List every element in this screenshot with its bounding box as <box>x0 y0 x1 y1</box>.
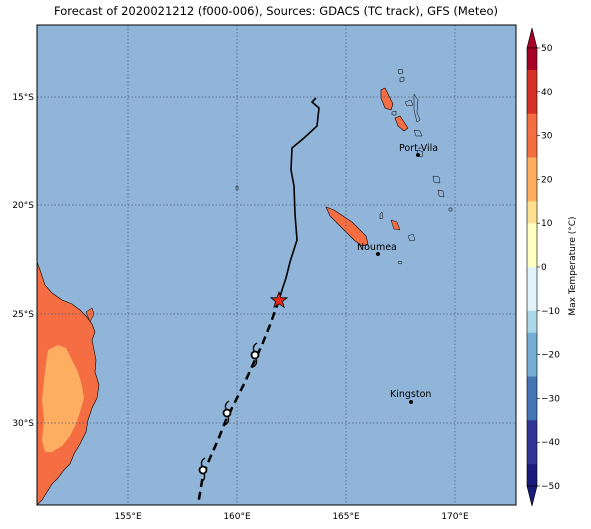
colorbar-band <box>527 332 537 355</box>
colorbar-band <box>527 113 537 136</box>
australia-land <box>36 261 100 506</box>
lon-tick-label: 170°E <box>441 512 469 522</box>
colorbar-tick-label: −50 <box>541 482 560 492</box>
kingston-marker <box>409 400 413 404</box>
map-title: Forecast of 2020021212 (f000-006), Sourc… <box>54 4 498 18</box>
forecast-track-line <box>196 299 281 506</box>
place-label-noumea: Noumea <box>357 242 397 253</box>
colorbar-tick-label: 30 <box>541 132 553 142</box>
colorbar-band <box>527 179 537 202</box>
colorbar-tick-label: 10 <box>541 219 553 229</box>
colorbar-band <box>527 354 537 377</box>
colorbar-tick-label: 20 <box>541 175 553 185</box>
colorbar-band <box>527 135 537 158</box>
colorbar-band <box>527 69 537 93</box>
lat-tick-label: 30°S <box>12 419 34 429</box>
colorbar-band <box>527 48 537 71</box>
colorbar-band <box>527 442 537 465</box>
colorbar-tick-label: −10 <box>541 307 560 317</box>
lon-tick-label: 165°E <box>332 512 360 522</box>
colorbar-tick-label: −20 <box>541 351 560 361</box>
grid-lines <box>37 25 516 505</box>
colorbar-band <box>527 398 537 421</box>
colorbar-extend-bottom <box>526 485 538 507</box>
temperature-colorbar: 50 40 30 20 10 0 −10 −20 −30 −40 −50 <box>526 27 560 507</box>
colorbar-band <box>527 464 537 487</box>
colorbar-band <box>527 223 537 246</box>
colorbar-band <box>527 420 537 443</box>
new-caledonia-land <box>325 206 416 265</box>
ocean-area <box>37 25 516 505</box>
colorbar-tick-label: 40 <box>541 88 553 98</box>
place-label-kingston: Kingston <box>390 389 431 400</box>
colorbar-band <box>527 288 537 312</box>
colorbar-band <box>527 267 537 290</box>
colorbar-tick-label: −30 <box>541 394 560 404</box>
colorbar-band <box>527 201 537 224</box>
colorbar-tick-label: 50 <box>541 44 553 54</box>
colorbar-band <box>527 245 537 268</box>
colorbar-band <box>527 91 537 114</box>
place-label-port-vila: Port-Vila <box>399 143 438 154</box>
cyclone-symbol <box>250 342 260 368</box>
lat-tick-label: 15°S <box>12 93 34 103</box>
colorbar-extend-top <box>526 27 538 49</box>
cyclone-symbol <box>198 457 208 483</box>
lon-tick-label: 155°E <box>114 512 142 522</box>
colorbar-tick-label: 0 <box>541 263 547 273</box>
colorbar-label: Max Temperature (°C) <box>568 216 578 315</box>
colorbar-band <box>527 157 537 180</box>
map-frame <box>36 24 517 506</box>
current-position-star-icon <box>269 290 289 309</box>
colorbar-band <box>527 310 537 333</box>
cyclone-symbols <box>198 342 260 483</box>
noumea-marker <box>376 252 380 256</box>
lat-tick-label: 25°S <box>12 310 34 320</box>
colorbar-tick-label: −40 <box>541 438 560 448</box>
colorbar-band <box>527 376 537 399</box>
port-vila-marker <box>416 153 420 157</box>
cyclone-symbol <box>222 400 232 426</box>
lon-tick-label: 160°E <box>223 512 251 522</box>
past-track-line <box>278 97 320 301</box>
lat-tick-label: 20°S <box>12 201 34 211</box>
